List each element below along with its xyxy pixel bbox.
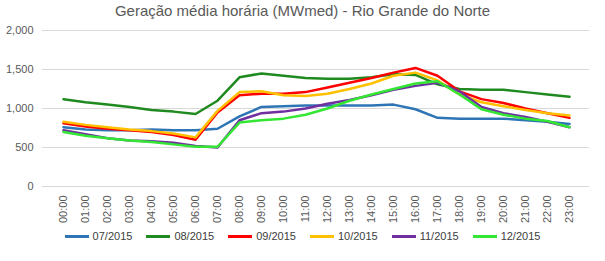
- svg-text:01:00: 01:00: [79, 196, 91, 224]
- html-text:12/2015: 12/2015: [500, 230, 541, 242]
- html-text:07/2015: 07/2015: [92, 230, 133, 242]
- svg-text:1,000: 1,000: [6, 102, 34, 114]
- svg-text:22:00: 22:00: [541, 196, 553, 224]
- html-text:11/2015: 11/2015: [419, 230, 459, 242]
- svg-text:11:00: 11:00: [299, 196, 311, 223]
- svg-text:21:00: 21:00: [519, 196, 531, 224]
- svg-text:1,500: 1,500: [6, 63, 34, 75]
- svg-text:04:00: 04:00: [145, 196, 157, 224]
- svg-text:2,000: 2,000: [6, 24, 34, 36]
- svg-text:19:00: 19:00: [475, 196, 487, 224]
- html-text:Geração média horária (MWmed): Geração média horária (MWmed) - Rio Gran…: [114, 2, 491, 19]
- svg-text:0: 0: [27, 180, 33, 192]
- svg-text:00:00: 00:00: [57, 196, 69, 224]
- svg-text:500: 500: [15, 141, 33, 153]
- svg-text:06:00: 06:00: [189, 196, 201, 224]
- svg-text:23:00: 23:00: [563, 196, 575, 224]
- svg-text:17:00: 17:00: [431, 196, 443, 224]
- svg-text:03:00: 03:00: [123, 196, 135, 224]
- html-text:09/2015: 09/2015: [256, 230, 296, 242]
- html-text:08/2015: 08/2015: [174, 230, 215, 242]
- svg-text:05:00: 05:00: [167, 196, 179, 224]
- svg-text:02:00: 02:00: [101, 196, 113, 224]
- svg-text:08:00: 08:00: [233, 196, 245, 224]
- svg-text:14:00: 14:00: [365, 196, 377, 224]
- svg-text:15:00: 15:00: [387, 196, 399, 224]
- svg-text:12:00: 12:00: [321, 196, 333, 224]
- html-text:10/2015: 10/2015: [337, 230, 378, 242]
- svg-text:10:00: 10:00: [277, 196, 289, 224]
- svg-text:07:00: 07:00: [211, 196, 223, 224]
- svg-text:18:00: 18:00: [453, 196, 465, 224]
- svg-text:16:00: 16:00: [409, 196, 421, 224]
- svg-text:13:00: 13:00: [343, 196, 355, 224]
- svg-text:20:00: 20:00: [497, 196, 509, 224]
- svg-text:09:00: 09:00: [255, 196, 267, 224]
